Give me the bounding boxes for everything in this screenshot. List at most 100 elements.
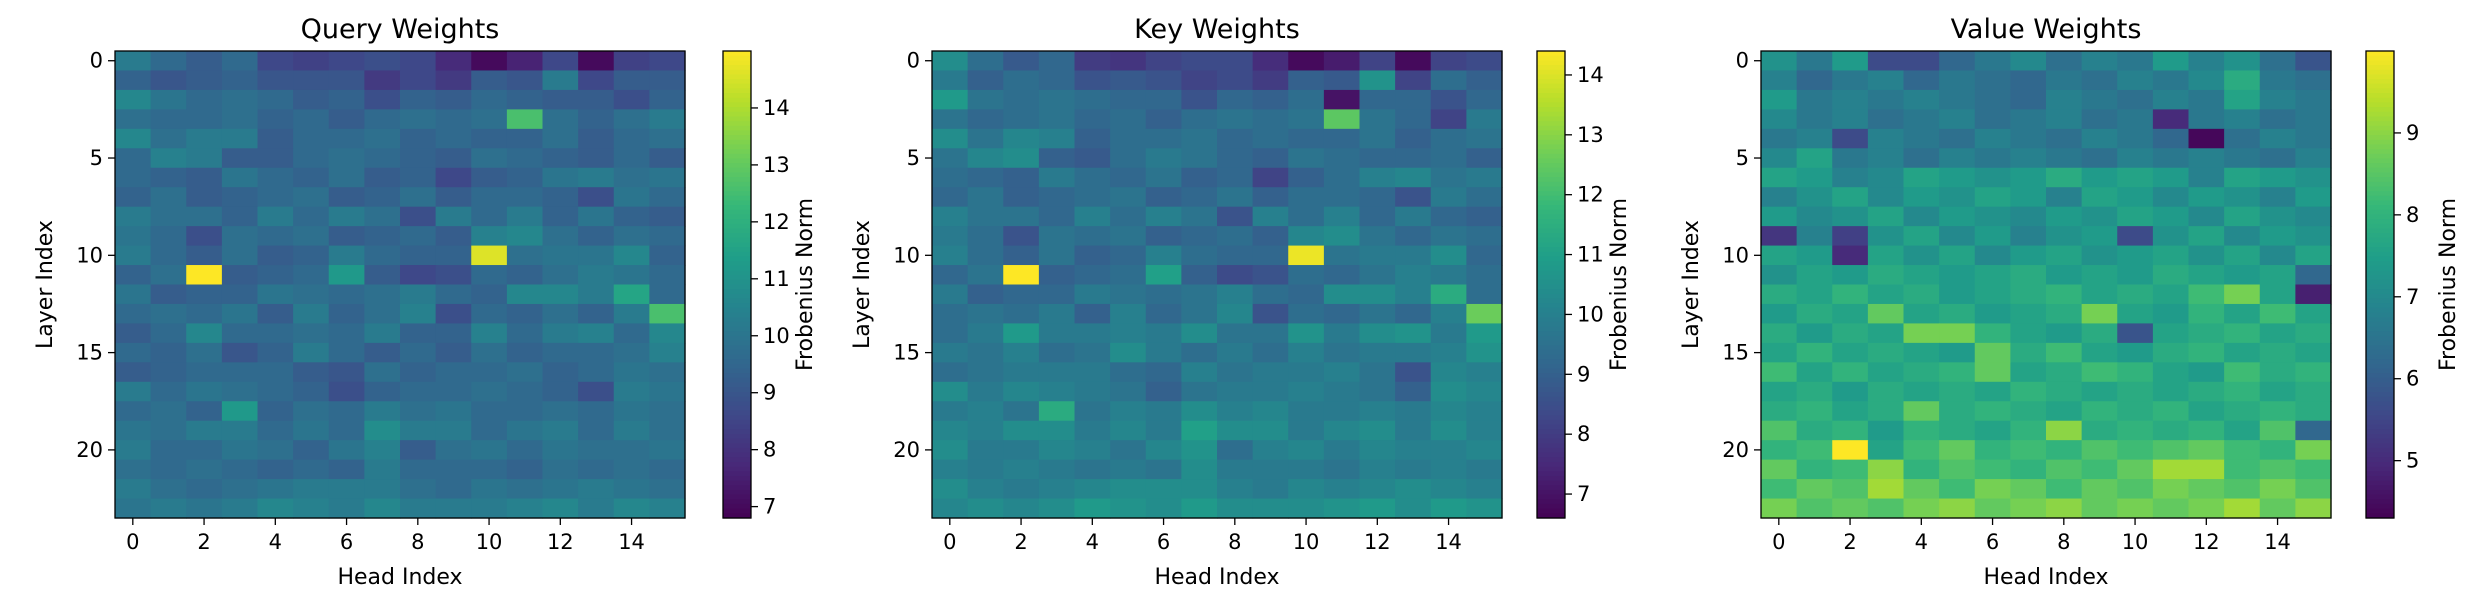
heatmap-cell [2188, 265, 2225, 286]
heatmap-cell [1074, 265, 1111, 286]
heatmap-cell [1395, 226, 1432, 247]
heatmap-cell [932, 70, 969, 91]
heatmap-cell [1110, 187, 1147, 208]
heatmap-cell [649, 148, 686, 169]
heatmap-cell [1323, 245, 1361, 266]
heatmap-cell [1288, 70, 1325, 91]
heatmap-cell [542, 342, 579, 363]
heatmap-cell [328, 342, 365, 363]
heatmap-cell [1359, 440, 1396, 461]
colorbar-segment [2366, 377, 2394, 384]
heatmap-cell [1939, 265, 1976, 286]
x-axis-label: Head Index [1154, 565, 1279, 590]
heatmap-cell [506, 459, 544, 480]
heatmap-cell [506, 479, 544, 500]
heatmap-cell [257, 187, 294, 208]
heatmap-cell [1395, 459, 1432, 480]
colorbar-segment [2366, 429, 2394, 435]
colorbar-segment [1537, 65, 1565, 71]
colorbar-tick-label: 9 [1577, 362, 1590, 386]
heatmap-cell [2046, 342, 2083, 363]
colorbar-segment [1537, 116, 1565, 122]
heatmap-cell [1003, 479, 1040, 500]
heatmap-cell [2295, 323, 2332, 344]
heatmap-cell [2152, 362, 2190, 383]
heatmap-cell [1288, 342, 1325, 363]
heatmap-cell [221, 420, 259, 441]
heatmap-cell [1145, 51, 1182, 72]
heatmap-cell [1867, 128, 1905, 149]
colorbar-segment [723, 130, 751, 136]
colorbar-segment [2366, 121, 2394, 127]
heatmap-cell [1903, 362, 1940, 383]
heatmap-cell [115, 323, 152, 344]
colorbar-segment [2366, 335, 2394, 342]
heatmap-cell [471, 167, 508, 188]
heatmap-cell [1466, 401, 1503, 422]
heatmap-cell [1359, 148, 1396, 169]
heatmap-cell [1074, 206, 1111, 227]
heatmap-cell [257, 323, 294, 344]
colorbar-segment [723, 205, 751, 211]
heatmap-cell [2010, 148, 2047, 169]
y-tick-label: 20 [1722, 438, 1749, 462]
colorbar-segment [1537, 377, 1565, 384]
heatmap-cell [1003, 89, 1040, 110]
colorbar-segment [1537, 480, 1565, 486]
heatmap-cell [221, 70, 259, 91]
heatmap-cell [1430, 284, 1467, 305]
heatmap-cell [1110, 226, 1147, 247]
heatmap-cell [1323, 89, 1361, 110]
colorbar-segment [2366, 74, 2394, 80]
heatmap-cell [1252, 362, 1289, 383]
heatmap-cell [257, 148, 294, 169]
heatmap-cell [435, 498, 472, 519]
colorbar-segment [2366, 265, 2394, 272]
heatmap-cell [1832, 265, 1869, 286]
heatmap-cell [1867, 206, 1905, 227]
heatmap-cell [150, 89, 187, 110]
heatmap-cell [2259, 381, 2296, 402]
colorbar-segment [2366, 125, 2394, 131]
heatmap-cell [967, 187, 1004, 208]
heatmap-cell [578, 381, 615, 402]
heatmap-cell [967, 498, 1004, 519]
heatmap-cell [1903, 109, 1940, 130]
heatmap-cell [221, 323, 259, 344]
heatmap-cell [613, 381, 650, 402]
heatmap-cell [1110, 459, 1147, 480]
heatmap-cell [1867, 401, 1905, 422]
heatmap-cell [1145, 109, 1182, 130]
heatmap-cell [293, 284, 330, 305]
heatmap-cell [1796, 420, 1833, 441]
heatmap-cell [1903, 479, 1940, 500]
heatmap-cell [1003, 128, 1040, 149]
heatmap-cell [1323, 342, 1361, 363]
colorbar-segment [2366, 419, 2394, 426]
heatmap-cell [1974, 303, 2011, 325]
heatmap-cell [1217, 187, 1254, 208]
colorbar-tick-label: 8 [2406, 203, 2419, 227]
heatmap-cell [1867, 342, 1905, 363]
heatmap-cell [328, 187, 365, 208]
heatmap-cell [1796, 187, 1833, 208]
heatmap-cell [542, 51, 579, 72]
heatmap-cell [1939, 187, 1976, 208]
heatmap-cell [1761, 420, 1798, 441]
heatmap-cell [1939, 51, 1976, 72]
heatmap-cell [1466, 498, 1503, 519]
heatmap-cell [1288, 265, 1325, 286]
heatmap-cell [186, 51, 223, 72]
heatmap-cell [967, 440, 1004, 461]
colorbar-segment [2366, 349, 2394, 356]
y-tick-label: 15 [76, 341, 103, 365]
heatmap-cell [1288, 226, 1325, 247]
heatmap-cell [1867, 303, 1905, 325]
heatmap-cell [2010, 479, 2047, 500]
heatmap-cell [932, 245, 969, 266]
heatmap-cell [1466, 89, 1503, 110]
colorbar-segment [723, 153, 751, 160]
heatmap-cell [400, 342, 437, 363]
heatmap-cell [1466, 128, 1503, 149]
heatmap-cell [328, 498, 365, 519]
